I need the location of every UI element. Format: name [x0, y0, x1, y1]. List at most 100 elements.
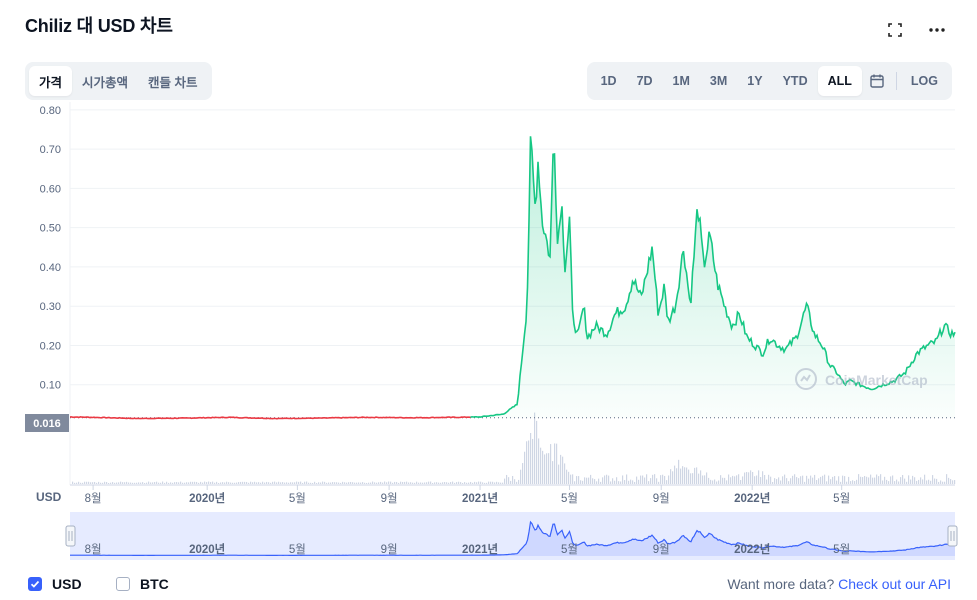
range-1y[interactable]: 1Y [747, 74, 763, 88]
volume-bar [720, 475, 722, 484]
volume-bar [860, 476, 862, 484]
volume-bar [290, 482, 292, 484]
calendar-icon[interactable] [862, 66, 892, 96]
volume-bar [756, 475, 758, 484]
volume-bar [292, 482, 294, 484]
volume-bar [104, 481, 106, 484]
volume-bar [148, 481, 150, 484]
more-options-icon[interactable] [927, 20, 947, 40]
volume-bar [314, 481, 316, 484]
volume-bar [540, 447, 542, 484]
volume-bar [370, 482, 372, 484]
volume-bar [494, 482, 496, 484]
volume-bar [656, 478, 658, 484]
volume-bar [566, 469, 568, 484]
volume-bar [544, 454, 546, 484]
volume-bar [264, 482, 266, 484]
volume-bar [316, 482, 318, 484]
volume-bar [480, 481, 482, 484]
volume-bar [558, 464, 560, 484]
volume-bar [138, 482, 140, 484]
range-3m[interactable]: 3M [709, 74, 728, 88]
volume-bar [90, 482, 92, 484]
volume-bar [542, 450, 544, 484]
range-ytd[interactable]: YTD [782, 74, 808, 88]
volume-bar [572, 474, 574, 484]
volume-bar [326, 482, 328, 484]
volume-bar [538, 438, 540, 484]
volume-bar [938, 481, 940, 484]
volume-bar [808, 478, 810, 484]
volume-bar [330, 482, 332, 484]
volume-bar [168, 482, 170, 484]
volume-bar [906, 481, 908, 484]
navigator-tick-label: 2021년 [462, 542, 498, 556]
volume-bar [430, 481, 432, 484]
navigator-handle-right[interactable] [947, 525, 958, 547]
volume-bar [344, 482, 346, 484]
volume-bar [306, 481, 308, 484]
btc-checkbox[interactable]: BTC [116, 576, 169, 592]
volume-bar [648, 481, 650, 484]
volume-bar [950, 479, 952, 484]
volume-bar [82, 482, 84, 484]
volume-bar [944, 481, 946, 484]
volume-bar [136, 482, 138, 484]
volume-bar [472, 482, 474, 484]
volume-bar [382, 482, 384, 484]
range-1d[interactable]: 1D [600, 74, 617, 88]
volume-bar [276, 482, 278, 484]
volume-bar [602, 477, 604, 484]
volume-bar [578, 476, 580, 484]
range-7d[interactable]: 7D [636, 74, 653, 88]
volume-bar [568, 471, 570, 484]
volume-bar [910, 479, 912, 484]
volume-bar [178, 482, 180, 484]
volume-bar [914, 477, 916, 484]
volume-bar [202, 482, 204, 484]
range-all[interactable]: ALL [817, 66, 862, 96]
volume-bar [236, 482, 238, 484]
volume-bar [706, 472, 708, 484]
volume-bar [260, 482, 262, 484]
volume-bar [154, 482, 156, 484]
volume-bar [398, 482, 400, 484]
volume-bar [654, 474, 656, 484]
fullscreen-icon[interactable] [885, 20, 905, 40]
volume-bar [788, 481, 790, 484]
volume-bar [322, 481, 324, 484]
volume-bar [188, 482, 190, 484]
volume-bar [828, 475, 830, 484]
navigator[interactable]: 8월 2020년 5월 9월 2021년 5월 9월 2022년 5월 [65, 512, 958, 560]
navigator-handle-left[interactable] [65, 525, 76, 547]
volume-bar [580, 480, 582, 484]
volume-bar [396, 481, 398, 484]
volume-bars [72, 412, 956, 484]
volume-bar [802, 475, 804, 484]
volume-bar [196, 481, 198, 484]
tab-market-cap[interactable]: 시가총액 [82, 75, 129, 90]
tab-price[interactable]: 가격 [29, 66, 73, 96]
volume-bar [822, 475, 824, 484]
volume-bar [346, 482, 348, 484]
volume-bar [516, 481, 518, 484]
volume-bar [666, 480, 668, 484]
log-toggle[interactable]: LOG [910, 74, 938, 88]
api-link[interactable]: Check out our API [838, 576, 951, 592]
volume-bar [172, 482, 174, 484]
volume-bar [240, 481, 242, 484]
volume-bar [734, 476, 736, 484]
volume-bar [560, 454, 562, 484]
volume-bar [712, 480, 714, 484]
volume-bar [736, 475, 738, 484]
volume-bar [300, 481, 302, 484]
volume-bar [936, 478, 938, 484]
range-1m[interactable]: 1M [672, 74, 690, 88]
volume-bar [782, 476, 784, 484]
volume-bar [466, 482, 468, 484]
usd-checkbox[interactable]: USD [28, 576, 82, 592]
tab-candle-chart[interactable]: 캔들 차트 [148, 75, 198, 90]
volume-bar [484, 482, 486, 484]
volume-bar [946, 474, 948, 484]
volume-bar [406, 481, 408, 484]
